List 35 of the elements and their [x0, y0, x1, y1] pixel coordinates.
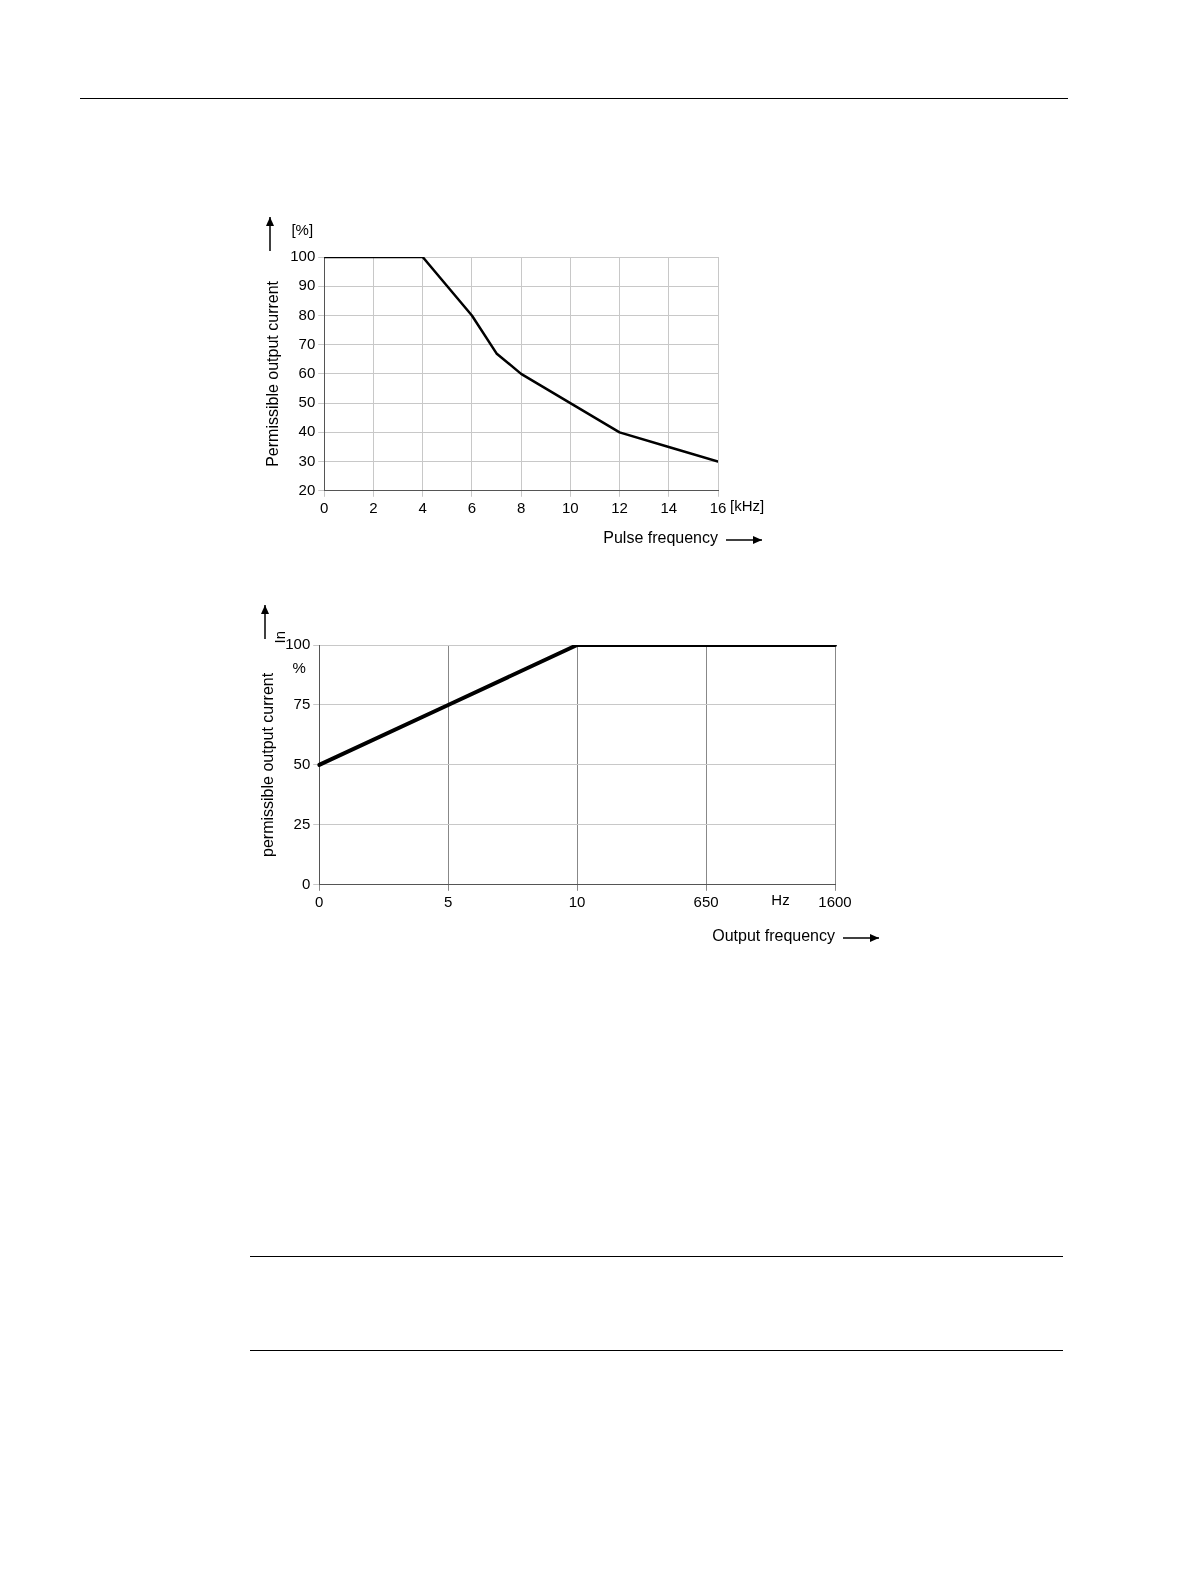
x-tick-label: 8 [516, 498, 526, 516]
y-tick-label: 100 [290, 247, 316, 265]
text: [kHz] [730, 496, 765, 514]
y-axis-title: Permissible output current [264, 280, 282, 467]
y-tick-label: 20 [298, 480, 316, 498]
x-tick-label: 5 [444, 892, 453, 910]
y-tick-label: 90 [298, 276, 316, 294]
y-tick-label: 75 [293, 695, 311, 713]
y-tick-label: 0 [301, 874, 311, 892]
x-tick-label: 4 [418, 498, 427, 516]
x-tick-label: 14 [660, 498, 678, 516]
x-tick-label: 1600 [818, 892, 852, 910]
y-axis-title: permissible output current [259, 672, 277, 857]
x-axis-title: Pulse frequency [603, 528, 718, 546]
x-tick-label: 12 [611, 498, 628, 516]
y-tick-label: 50 [298, 393, 316, 411]
x-tick-label: 6 [467, 498, 477, 516]
x-tick-label: 0 [320, 498, 329, 516]
text: Hz [771, 890, 790, 908]
text: % [292, 659, 306, 677]
x-axis-title: Output frequency [712, 926, 835, 944]
text: [%] [291, 221, 314, 239]
y-tick-label: 100 [285, 635, 311, 653]
y-tick-label: 25 [293, 814, 311, 832]
y-tick-label: 30 [298, 451, 316, 469]
y-tick-label: 80 [298, 305, 316, 323]
x-tick-label: 2 [369, 498, 378, 516]
y-tick-label: 60 [298, 364, 316, 382]
x-tick-label: 10 [561, 498, 579, 516]
y-tick-label: 70 [298, 334, 316, 352]
x-tick-label: 650 [693, 892, 719, 910]
y-tick-label: 50 [293, 755, 311, 773]
y-tick-label: 40 [298, 422, 316, 440]
x-tick-label: 16 [709, 498, 727, 516]
x-tick-label: 10 [568, 892, 586, 910]
